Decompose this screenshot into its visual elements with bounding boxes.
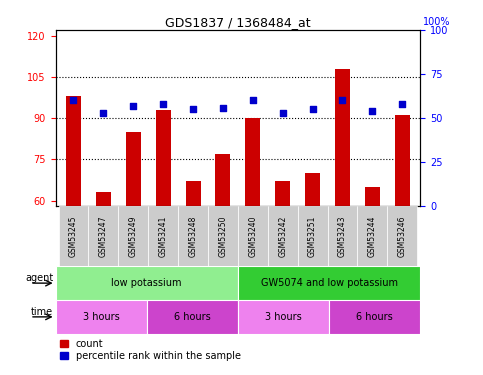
- Bar: [335, 69, 350, 366]
- Point: [70, 98, 77, 104]
- Text: GW5074 and low potassium: GW5074 and low potassium: [260, 278, 398, 288]
- Text: GSM53242: GSM53242: [278, 216, 287, 257]
- Title: GDS1837 / 1368484_at: GDS1837 / 1368484_at: [165, 16, 311, 29]
- Point: [309, 106, 316, 112]
- Bar: [185, 182, 200, 366]
- Point: [369, 108, 376, 114]
- Bar: [215, 154, 230, 366]
- Point: [398, 101, 406, 107]
- Bar: [305, 173, 320, 366]
- Bar: [275, 182, 290, 366]
- Bar: [118, 206, 148, 266]
- Bar: [365, 187, 380, 366]
- Text: GSM53245: GSM53245: [69, 216, 78, 257]
- Point: [99, 110, 107, 116]
- Bar: [268, 206, 298, 266]
- Bar: [178, 206, 208, 266]
- Text: 6 hours: 6 hours: [174, 312, 211, 322]
- Bar: [245, 118, 260, 366]
- Bar: [298, 206, 327, 266]
- Bar: [88, 206, 118, 266]
- Text: GSM53250: GSM53250: [218, 216, 227, 257]
- Text: GSM53243: GSM53243: [338, 216, 347, 257]
- Bar: [148, 206, 178, 266]
- Bar: [395, 116, 410, 366]
- Text: agent: agent: [25, 273, 53, 283]
- Point: [249, 98, 256, 104]
- Text: GSM53244: GSM53244: [368, 216, 377, 257]
- Point: [189, 106, 197, 112]
- Text: GSM53251: GSM53251: [308, 216, 317, 257]
- Text: GSM53248: GSM53248: [188, 216, 198, 257]
- Text: GSM53246: GSM53246: [398, 216, 407, 257]
- Text: low potassium: low potassium: [112, 278, 182, 288]
- Text: GSM53240: GSM53240: [248, 216, 257, 257]
- Bar: [208, 206, 238, 266]
- Bar: [357, 206, 387, 266]
- Bar: [238, 300, 329, 334]
- Bar: [66, 96, 81, 366]
- Text: 3 hours: 3 hours: [265, 312, 302, 322]
- Text: GSM53241: GSM53241: [158, 216, 168, 257]
- Bar: [327, 206, 357, 266]
- Bar: [56, 266, 238, 300]
- Text: time: time: [31, 307, 53, 317]
- Bar: [156, 110, 170, 366]
- Bar: [56, 300, 147, 334]
- Text: 100%: 100%: [423, 17, 451, 27]
- Point: [129, 103, 137, 109]
- Bar: [147, 300, 238, 334]
- Point: [339, 98, 346, 104]
- Legend: count, percentile rank within the sample: count, percentile rank within the sample: [60, 339, 241, 360]
- Bar: [329, 300, 420, 334]
- Bar: [238, 206, 268, 266]
- Bar: [58, 206, 88, 266]
- Point: [279, 110, 286, 116]
- Bar: [96, 192, 111, 366]
- Bar: [387, 206, 417, 266]
- Point: [159, 101, 167, 107]
- Bar: [238, 266, 420, 300]
- Point: [219, 105, 227, 111]
- Text: GSM53247: GSM53247: [99, 216, 108, 257]
- Text: GSM53249: GSM53249: [129, 216, 138, 257]
- Text: 3 hours: 3 hours: [83, 312, 119, 322]
- Text: 6 hours: 6 hours: [356, 312, 393, 322]
- Bar: [126, 132, 141, 366]
